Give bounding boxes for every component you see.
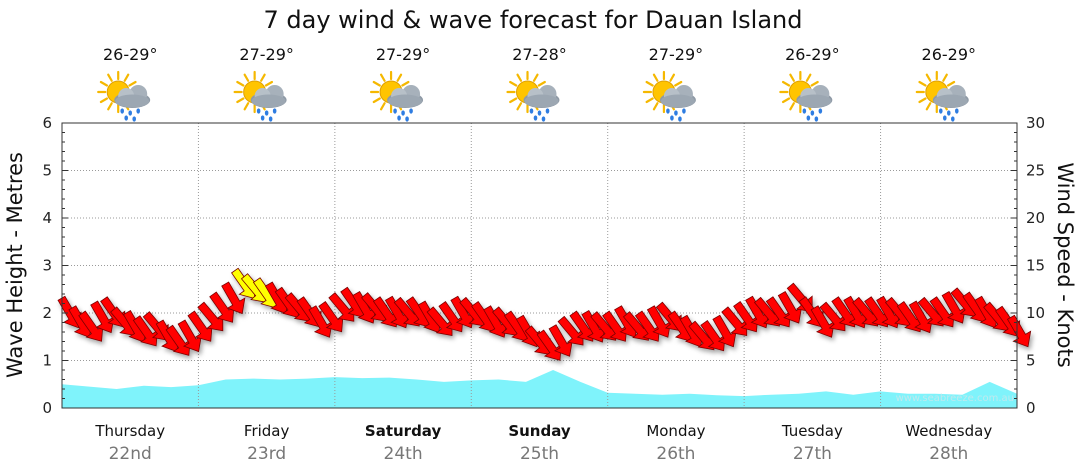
left-tick-label: 1 <box>42 352 52 370</box>
wind-arrow <box>602 310 628 342</box>
wind-arrow <box>78 310 104 342</box>
wave-area <box>62 370 1017 408</box>
sun-cloud-rain-icon <box>233 70 287 122</box>
grid <box>62 122 1017 408</box>
right-tick-label: 25 <box>1026 162 1045 180</box>
sun-cloud-rain-icon <box>369 70 424 122</box>
wind-arrow <box>634 310 661 342</box>
day-name-label: Saturday <box>365 422 442 440</box>
wind-series <box>57 267 1032 361</box>
left-tick-label: 6 <box>42 114 52 132</box>
sun-cloud-rain-icon <box>915 70 969 122</box>
sun-cloud-rain-icon <box>779 70 833 122</box>
left-tick-label: 4 <box>42 209 52 227</box>
day-name-label: Monday <box>646 422 705 440</box>
temperature-label: 26-29° <box>103 45 158 64</box>
wind-arrow <box>646 305 672 338</box>
wind-arrow <box>733 301 759 333</box>
sun-cloud-rain-icon <box>506 70 560 122</box>
day-name-label: Sunday <box>508 422 571 440</box>
day-date-label: 26th <box>656 444 695 464</box>
wind-arrow <box>908 300 933 334</box>
wind-arrow <box>941 291 966 324</box>
right-tick-label: 10 <box>1026 304 1045 322</box>
left-tick-label: 3 <box>42 257 52 275</box>
temperature-label: 27-29° <box>649 45 704 64</box>
day-name-label: Thursday <box>94 422 165 440</box>
temperature-label: 26-29° <box>922 45 977 64</box>
wind-arrow <box>1006 314 1032 348</box>
sun-cloud-rain-icon <box>642 70 696 122</box>
weather-icons <box>97 70 969 122</box>
left-tick-label: 0 <box>42 399 52 417</box>
right-tick-label: 20 <box>1026 209 1045 227</box>
day-date-label: 25th <box>520 444 559 464</box>
left-axis-title: Wave Height - Metres <box>3 152 27 378</box>
wind-arrow <box>810 305 835 338</box>
wind-arrow <box>721 306 748 337</box>
day-date-label: 23rd <box>247 444 286 464</box>
wind-arrow <box>548 324 573 357</box>
left-tick-label: 2 <box>42 304 52 322</box>
sun-cloud-rain-icon <box>97 70 151 122</box>
wind-arrow <box>765 296 791 328</box>
right-tick-label: 15 <box>1026 257 1045 275</box>
temperature-label: 27-28° <box>512 45 567 64</box>
wind-arrow <box>165 324 191 356</box>
wind-arrow <box>929 296 955 328</box>
wind-arrow <box>712 314 737 348</box>
wind-arrow <box>221 281 246 315</box>
right-axis-title: Wind Speed - Knots <box>1053 162 1077 367</box>
wind-arrow <box>536 329 562 361</box>
wind-arrow <box>777 291 802 324</box>
watermark: www.seabreeze.com.au <box>896 393 1014 404</box>
left-axis-ticks: 0 1 2 3 4 5 6 <box>42 114 68 417</box>
wind-arrow <box>438 301 464 333</box>
day-name-label: Friday <box>244 422 290 440</box>
temperature-label: 27-29° <box>376 45 431 64</box>
right-tick-label: 30 <box>1026 114 1045 132</box>
day-date-label: 27th <box>793 444 832 464</box>
wind-arrow <box>132 315 158 347</box>
right-tick-label: 0 <box>1026 399 1036 417</box>
day-name-label: Tuesday <box>781 422 843 440</box>
wind-arrow <box>209 291 235 323</box>
day-date-label: 24th <box>384 444 423 464</box>
wind-arrow <box>177 319 202 353</box>
wind-arrow <box>308 305 333 338</box>
left-tick-label: 5 <box>42 162 52 180</box>
wave-series <box>62 370 1017 408</box>
wind-arrow <box>557 315 584 346</box>
right-tick-label: 5 <box>1026 352 1036 370</box>
wind-arrow <box>426 306 453 337</box>
wind-arrow <box>328 292 355 322</box>
right-axis-ticks: 0 5 10 15 20 25 30 <box>1011 114 1045 417</box>
day-date-label: 28th <box>929 444 968 464</box>
day-name-label: Wednesday <box>905 422 992 440</box>
wind-arrow <box>700 320 726 352</box>
temperature-labels: 26-29° 27-29° 27-29° 27-28° 27-29° 26-29° 26-2… <box>103 45 976 64</box>
temperature-label: 27-29° <box>239 45 294 64</box>
day-date-label: 22nd <box>109 444 152 464</box>
temperature-label: 26-29° <box>785 45 840 64</box>
wind-arrow <box>90 300 115 334</box>
chart-title: 7 day wind & wave forecast for Dauan Isl… <box>264 6 803 34</box>
wind-arrow <box>819 301 846 332</box>
day-labels: Thursday 22nd Friday 23rd Saturday 24th Sunday… <box>94 422 992 464</box>
